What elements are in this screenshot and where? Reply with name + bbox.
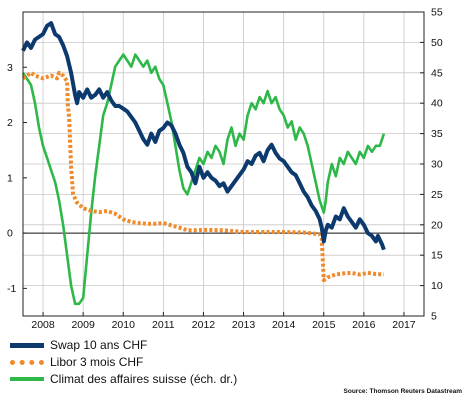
- left-axis-ticks: -1 0 1 2 3: [7, 62, 27, 295]
- series-libor-line: [21, 70, 385, 283]
- x-tick-label: 2012: [192, 319, 216, 330]
- x-tick-label: 2008: [31, 319, 55, 330]
- x-tick-label: 2015: [312, 319, 336, 330]
- x-tick-label: 2017: [392, 319, 416, 330]
- legend-swatch-libor: [10, 359, 44, 365]
- x-tick-label: 2014: [272, 319, 296, 330]
- right-tick-label: 55: [431, 7, 443, 19]
- x-axis-ticks: 2008 2009 2010 2011 2012 2013 2014 2015 2016 2017: [31, 312, 416, 330]
- x-tick-label: 2011: [152, 319, 175, 330]
- right-axis-ticks: 5 10 15 20 25 30 35 40 45 50 55: [420, 7, 443, 323]
- right-tick-label: 30: [431, 159, 443, 171]
- legend-item-libor: Libor 3 mois CHF: [10, 355, 237, 369]
- right-tick-label: 5: [431, 311, 437, 323]
- x-tick-label: 2016: [352, 319, 376, 330]
- left-tick-label: 0: [7, 228, 13, 240]
- x-tick-label: 2009: [71, 319, 95, 330]
- legend-label-climat: Climat des affaires suisse (éch. dr.): [50, 372, 238, 386]
- legend-label-swap: Swap 10 ans CHF: [50, 338, 148, 352]
- right-tick-label: 15: [431, 250, 443, 262]
- series-layer: [21, 21, 386, 306]
- right-tick-label: 25: [431, 189, 443, 201]
- x-tick-label: 2010: [112, 319, 136, 330]
- left-tick-label: 1: [7, 172, 13, 184]
- legend-item-swap: Swap 10 ans CHF: [10, 338, 237, 352]
- right-tick-label: 45: [431, 67, 443, 79]
- left-tick-label: 2: [7, 117, 13, 129]
- legend-swatch-climat: [10, 377, 44, 381]
- right-tick-label: 10: [431, 280, 443, 292]
- line-chart: -1 0 1 2 3 5 10 15 20 25 30 35 40 45 50 55 2008 2009 201…: [7, 7, 443, 331]
- right-tick-label: 50: [431, 37, 443, 49]
- left-tick-label: -1: [7, 283, 16, 295]
- legend-item-climat: Climat des affaires suisse (éch. dr.): [10, 372, 237, 386]
- right-tick-label: 35: [431, 128, 443, 140]
- right-tick-label: 40: [431, 98, 443, 110]
- right-tick-label: 20: [431, 219, 443, 231]
- legend-swatch-swap: [10, 342, 44, 348]
- legend-label-libor: Libor 3 mois CHF: [50, 355, 144, 369]
- left-tick-label: 3: [7, 62, 13, 74]
- series-swap-line: [21, 21, 386, 251]
- series-climat-line: [21, 53, 386, 306]
- source-note: Source: Thomson Reuters Datastream: [343, 388, 462, 395]
- legend: Swap 10 ans CHF Libor 3 mois CHF Climat …: [10, 338, 237, 389]
- x-tick-label: 2013: [232, 319, 256, 330]
